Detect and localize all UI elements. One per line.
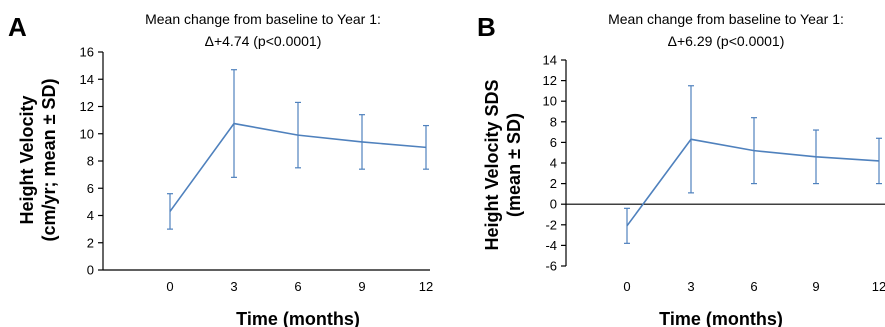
panel-b-y-tick-label: -6	[545, 259, 557, 274]
panel-b-subtitle-line2: Δ+6.29 (p<0.0001)	[668, 33, 785, 49]
panel-a-y-tick-label: 14	[80, 72, 94, 87]
panel-b-y-tick-label: -4	[545, 238, 557, 253]
panel-b-y-tick-label: 2	[550, 176, 557, 191]
panel-b-letter: B	[477, 12, 496, 42]
panel-a-error-bar	[231, 69, 237, 178]
panel-b-y-tick-label: 6	[550, 135, 557, 150]
panel-b-y-tick-label: 8	[550, 114, 557, 129]
panel-b-x-tick-label: 0	[623, 279, 630, 294]
panel-a-x-tick-label: 12	[419, 279, 433, 294]
panel-a-x-tick-label: 0	[166, 279, 173, 294]
panel-b-y-tick-label: 14	[543, 53, 557, 68]
panel-b-error-bar	[813, 129, 819, 185]
panel-a-error-bar	[295, 101, 301, 169]
panel-b-y-tick-label: 0	[550, 197, 557, 212]
panel-a-y-tick-label: 0	[87, 263, 94, 278]
panel-b-y-axis-title-line2: (mean ± SD)	[504, 113, 524, 217]
panel-b-subtitle-line1: Mean change from baseline to Year 1:	[608, 11, 844, 27]
panel-a-x-tick-label: 3	[230, 279, 237, 294]
panel-b-error-bar	[624, 207, 630, 244]
panel-b: B Mean change from baseline to Year 1: Δ…	[477, 11, 885, 327]
panel-b-y-tick-label: 10	[543, 94, 557, 109]
panel-b-error-bar	[688, 85, 694, 194]
panel-a-y-tick-label: 8	[87, 154, 94, 169]
panel-b-plot: -6 -4 -2 0 2 4 6 8 10 12 14 0 3 6 9 12	[543, 53, 885, 294]
panel-b-error-bar	[751, 117, 757, 185]
panel-a: A Mean change from baseline to Year 1: Δ…	[8, 11, 433, 327]
panel-b-y-tick-label: 4	[550, 156, 557, 171]
panel-b-x-tick-label: 3	[687, 279, 694, 294]
panel-a-x-axis-title: Time (months)	[236, 309, 360, 327]
panel-b-series-line	[626, 138, 880, 227]
panel-a-x-tick-label: 6	[294, 279, 301, 294]
panel-b-x-axis-title: Time (months)	[659, 309, 783, 327]
panel-b-x-tick-label: 12	[872, 279, 885, 294]
panel-a-x-tick-label: 9	[358, 279, 365, 294]
panel-a-subtitle-line1: Mean change from baseline to Year 1:	[145, 11, 381, 27]
panel-a-plot: 0 2 4 6 8 10 12 14 16 0 3 6 9 12	[80, 45, 434, 295]
panel-a-error-bar	[359, 114, 365, 170]
panel-b-error-bar	[876, 137, 882, 185]
panel-a-y-tick-label: 4	[87, 208, 94, 223]
panel-a-y-tick-label: 6	[87, 181, 94, 196]
panel-a-letter: A	[8, 12, 27, 42]
panel-a-y-axis-title-line1: Height Velocity	[17, 95, 37, 224]
panel-a-subtitle-line2: Δ+4.74 (p<0.0001)	[205, 33, 322, 49]
panel-b-x-tick-label: 9	[812, 279, 819, 294]
panel-a-error-bar	[167, 193, 173, 230]
panel-a-y-tick-label: 12	[80, 99, 94, 114]
panel-a-y-axis-title-line2: (cm/yr; mean ± SD)	[39, 79, 59, 242]
panel-b-y-tick-label: -2	[545, 217, 557, 232]
panel-a-y-tick-label: 10	[80, 126, 94, 141]
panel-a-y-tick-label: 2	[87, 235, 94, 250]
panel-a-error-bar	[423, 124, 429, 170]
panel-b-y-axis-title-line1: Height Velocity SDS	[482, 79, 502, 250]
panel-b-x-tick-label: 6	[750, 279, 757, 294]
panel-a-y-tick-label: 16	[80, 45, 94, 60]
panel-b-y-tick-label: 12	[543, 73, 557, 88]
